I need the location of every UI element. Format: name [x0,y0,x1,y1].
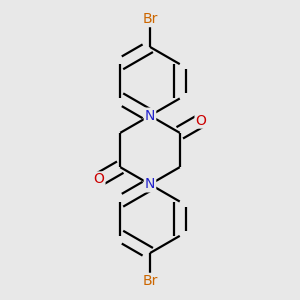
Text: O: O [196,114,206,128]
Text: Br: Br [142,274,158,288]
Text: N: N [145,177,155,191]
Text: N: N [145,109,155,123]
Text: O: O [94,172,104,186]
Text: Br: Br [142,12,158,26]
